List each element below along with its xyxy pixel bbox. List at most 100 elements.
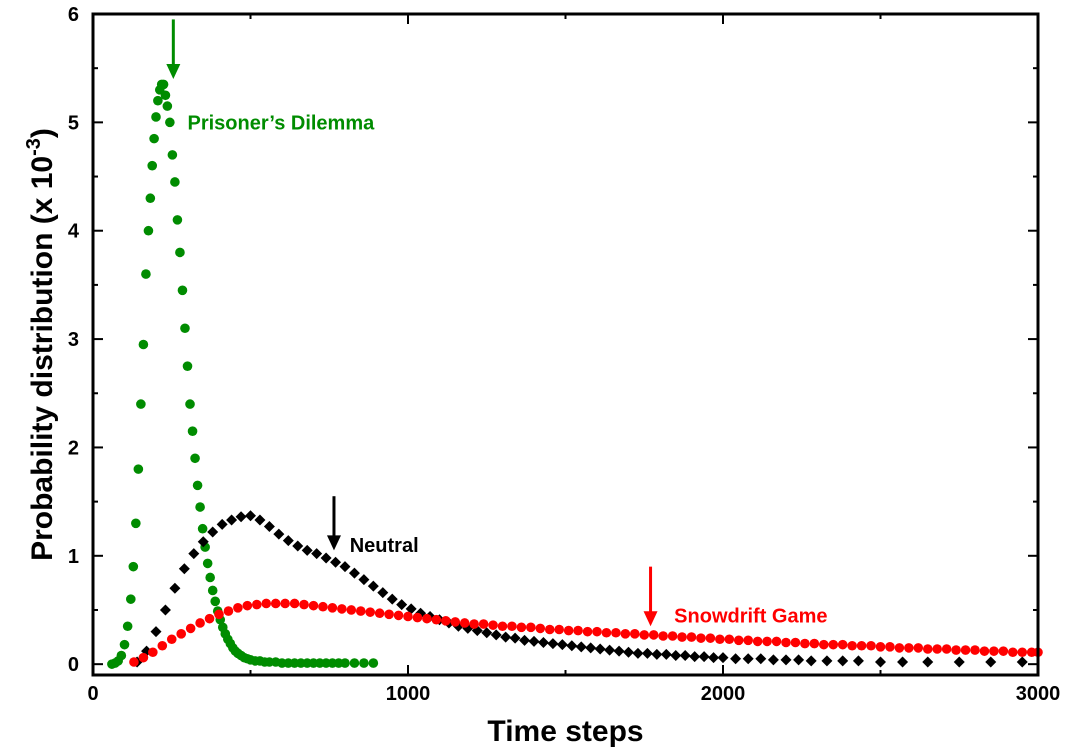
snowdrift-game-point [242, 600, 253, 611]
snowdrift-game-point [327, 603, 338, 613]
snowdrift-game-point [696, 633, 706, 643]
y-tick-label: 1 [68, 546, 79, 568]
neutral-point [566, 640, 578, 652]
neutral-point [604, 644, 616, 656]
snowdrift-game-point [1017, 647, 1028, 658]
snowdrift-game-point [724, 634, 735, 645]
y-tick-label: 5 [68, 112, 79, 134]
prisoner-s-dilemma-point [143, 225, 154, 236]
snowdrift-game-point [866, 640, 876, 651]
snowdrift-game-point [403, 611, 413, 622]
prisoner-s-dilemma-point [210, 596, 221, 607]
prisoner-s-dilemma-point [187, 426, 198, 436]
prisoner-s-dilemma-point [116, 650, 127, 661]
prisoner-s-dilemma-point [195, 502, 205, 512]
snowdrift-game-point [393, 610, 404, 621]
snowdrift-game-point [762, 636, 772, 647]
neutral-point [547, 638, 559, 650]
snowdrift-game-point [611, 627, 621, 638]
neutral-point [386, 593, 398, 605]
prisoner-s-dilemma-point [151, 112, 161, 122]
neutral-point [897, 656, 909, 668]
neutral-point [594, 643, 606, 655]
neutral-point [150, 626, 162, 638]
snowdrift-game-point [743, 635, 753, 646]
snowdrift-game-point [601, 627, 612, 638]
neutral-point [396, 599, 408, 611]
snowdrift-game-point [374, 608, 385, 619]
neutral-point [821, 655, 833, 667]
snowdrift-game-point [554, 624, 564, 635]
snowdrift-game-point [412, 612, 423, 623]
neutral-point [837, 655, 849, 667]
snowdrift-game-point [346, 605, 357, 615]
neutral-point [632, 647, 644, 659]
snowdrift-game-point [582, 626, 593, 637]
neutral-point [679, 649, 691, 661]
neutral-point [377, 587, 389, 599]
prisoner-s-dilemma-point [175, 247, 185, 258]
snowdrift-game-point [280, 598, 290, 609]
neutral-point [985, 656, 997, 668]
snowdrift-game-point [261, 598, 272, 609]
y-tick-label: 0 [68, 654, 79, 676]
snowdrift-game-point [223, 606, 234, 616]
snowdrift-game-point [686, 632, 697, 642]
x-tick-label: 2000 [701, 683, 746, 705]
snowdrift-game-point [847, 640, 857, 651]
neutral-point [660, 648, 672, 660]
snowdrift-game-point [932, 644, 942, 654]
snowdrift-game-point [365, 607, 376, 617]
neutral-point [481, 627, 493, 639]
snowdrift-game-point [951, 645, 961, 655]
prisoner-s-dilemma-point [153, 95, 163, 106]
snowdrift-game-point [658, 631, 668, 641]
neutral-arrow-head [326, 535, 341, 551]
snowdrift-game-point [809, 638, 820, 649]
snowdrift-game-point [800, 638, 810, 649]
snowdrift-game-label: Snowdrift Game [674, 605, 827, 627]
prisoner-s-dilemma-point [122, 621, 133, 632]
prisoner-s-dilemma-point [170, 177, 180, 187]
neutral-point [875, 656, 886, 668]
snowdrift-game-point [176, 629, 186, 639]
prisoner-s-dilemma-arrow-head [166, 64, 181, 80]
snowdrift-game-point [544, 624, 555, 635]
snowdrift-game-point [960, 645, 971, 655]
snowdrift-game-point [677, 632, 687, 642]
neutral-point [613, 645, 625, 657]
neutral-point [490, 629, 502, 641]
neutral-point [159, 604, 171, 616]
snowdrift-game-point [998, 646, 1009, 656]
prisoner-s-dilemma-point [207, 585, 218, 596]
neutral-point [348, 567, 360, 579]
neutral-point [670, 649, 682, 661]
neutral-point [641, 647, 653, 659]
neutral-point [226, 514, 238, 526]
snowdrift-game-point [620, 629, 631, 639]
prisoner-s-dilemma-point [359, 658, 369, 668]
snowdrift-game-point [507, 621, 517, 632]
snowdrift-game-point [667, 631, 678, 641]
neutral-point [767, 654, 779, 666]
y-tick-label: 3 [68, 329, 79, 351]
x-axis-label: Time steps [487, 715, 643, 748]
snowdrift-game-point [639, 630, 650, 640]
prisoner-s-dilemma-point [128, 561, 139, 572]
prisoner-s-dilemma-point [162, 101, 173, 111]
snowdrift-game-point [630, 629, 640, 639]
snowdrift-game-point [856, 640, 867, 651]
prisoner-s-dilemma-point [172, 215, 183, 225]
neutral-point [953, 656, 965, 668]
neutral-point [358, 574, 370, 586]
annotations: Prisoner’s Dilemma Neutral Snowdrift Game [166, 19, 828, 627]
axis-ticks: 0 1000 2000 3000 0 1 2 3 4 5 6 [68, 4, 1060, 705]
prisoner-s-dilemma-point [205, 572, 215, 583]
snowdrift-game-point [752, 636, 763, 647]
snowdrift-game-point [138, 652, 149, 663]
snowdrift-game-point [535, 623, 546, 634]
snowdrift-game-point [497, 621, 508, 632]
snowdrift-game-point [233, 603, 243, 613]
neutral-point [197, 536, 209, 548]
